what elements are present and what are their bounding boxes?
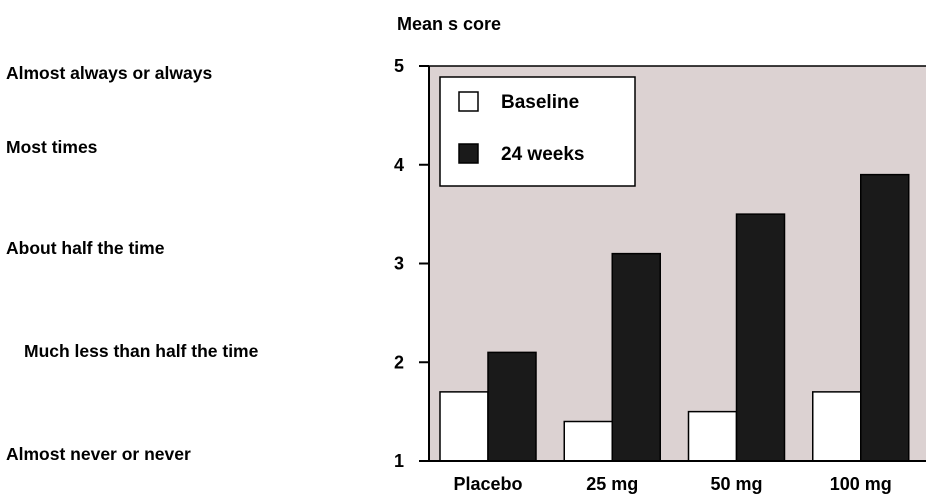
x-tick-label: 25 mg (586, 474, 638, 494)
response-category-3: About half the time (6, 238, 165, 258)
response-category-5: Almost always or always (6, 63, 213, 83)
y-tick-label: 3 (394, 254, 404, 274)
y-tick-label: 4 (394, 155, 404, 175)
bar-baseline-50-mg (687, 410, 738, 462)
x-tick-label: Placebo (453, 474, 522, 494)
bar-baseline-25-mg (563, 420, 613, 462)
y-axis-title: Mean s core (397, 14, 502, 34)
y-tick-label: 2 (394, 352, 404, 372)
y-tick-label: 5 (394, 56, 404, 76)
legend-label: Baseline (501, 92, 579, 113)
legend-swatch (458, 143, 479, 164)
bar-24-weeks-25-mg (611, 252, 661, 462)
response-category-4: Most times (6, 137, 98, 157)
legend-swatch (458, 91, 479, 112)
bar-24-weeks-placebo (487, 351, 537, 462)
bar-24-weeks-50-mg (735, 213, 786, 462)
bar-baseline-placebo (439, 391, 489, 462)
x-tick-label: 50 mg (710, 474, 762, 494)
x-tick-label: 100 mg (830, 474, 892, 494)
response-category-2: Much less than half the time (24, 341, 259, 361)
response-category-1: Almost never or never (6, 444, 191, 464)
y-tick-label: 1 (394, 451, 404, 471)
legend-label: 24 weeks (501, 144, 584, 165)
bar-24-weeks-100-mg (860, 173, 910, 462)
bar-baseline-100-mg (812, 391, 862, 462)
